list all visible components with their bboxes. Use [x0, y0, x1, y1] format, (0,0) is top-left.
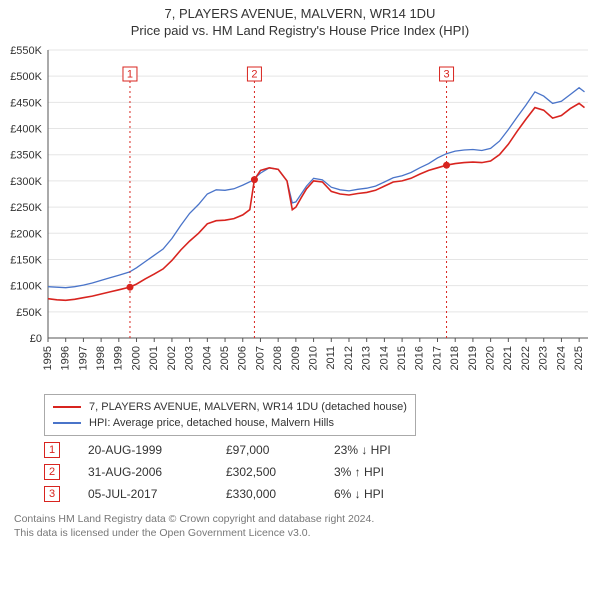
legend-item: HPI: Average price, detached house, Malv…	[53, 415, 407, 431]
svg-text:£550K: £550K	[10, 45, 42, 57]
svg-text:£250K: £250K	[10, 202, 42, 214]
svg-text:2014: 2014	[378, 346, 390, 370]
svg-text:£350K: £350K	[10, 150, 42, 162]
titles: 7, PLAYERS AVENUE, MALVERN, WR14 1DU Pri…	[0, 0, 600, 38]
event-price: £330,000	[226, 487, 306, 501]
event-delta: 3% ↑ HPI	[334, 465, 434, 479]
svg-text:2002: 2002	[166, 346, 178, 370]
svg-text:2006: 2006	[237, 346, 249, 370]
event-price: £302,500	[226, 465, 306, 479]
svg-text:1998: 1998	[95, 346, 107, 370]
svg-text:2001: 2001	[148, 346, 160, 370]
svg-text:1: 1	[127, 68, 133, 80]
event-date: 31-AUG-2006	[88, 465, 198, 479]
svg-text:2020: 2020	[485, 346, 497, 370]
svg-text:2011: 2011	[325, 346, 337, 370]
legend-swatch	[53, 406, 81, 408]
svg-text:£450K: £450K	[10, 97, 42, 109]
legend: 7, PLAYERS AVENUE, MALVERN, WR14 1DU (de…	[44, 394, 416, 436]
footer-line: Contains HM Land Registry data © Crown c…	[14, 512, 588, 526]
svg-text:£100K: £100K	[10, 281, 42, 293]
event-row: 1 20-AUG-1999 £97,000 23% ↓ HPI	[44, 442, 588, 458]
svg-text:1996: 1996	[60, 346, 72, 370]
svg-text:2012: 2012	[343, 346, 355, 370]
chart-subtitle: Price paid vs. HM Land Registry's House …	[0, 23, 600, 38]
event-delta: 6% ↓ HPI	[334, 487, 434, 501]
svg-text:1997: 1997	[77, 346, 89, 370]
svg-text:2004: 2004	[201, 346, 213, 370]
svg-text:2007: 2007	[254, 346, 266, 370]
svg-text:2008: 2008	[272, 346, 284, 370]
svg-text:2018: 2018	[449, 346, 461, 370]
footer: Contains HM Land Registry data © Crown c…	[14, 512, 588, 540]
legend-label: HPI: Average price, detached house, Malv…	[89, 417, 334, 429]
svg-text:2017: 2017	[431, 346, 443, 370]
event-row: 2 31-AUG-2006 £302,500 3% ↑ HPI	[44, 464, 588, 480]
event-delta: 23% ↓ HPI	[334, 443, 434, 457]
svg-text:2021: 2021	[502, 346, 514, 370]
events-table: 1 20-AUG-1999 £97,000 23% ↓ HPI 2 31-AUG…	[44, 442, 588, 502]
svg-text:£0: £0	[30, 333, 42, 345]
event-badge: 3	[44, 486, 60, 502]
line-chart: £0 £50K £100K £150K £200K £250K £300K £350K £400…	[0, 42, 600, 392]
footer-line: This data is licensed under the Open Gov…	[14, 526, 588, 540]
event-badge: 1	[44, 442, 60, 458]
svg-text:2005: 2005	[219, 346, 231, 370]
svg-text:£300K: £300K	[10, 176, 42, 188]
svg-text:£150K: £150K	[10, 254, 42, 266]
legend-item: 7, PLAYERS AVENUE, MALVERN, WR14 1DU (de…	[53, 399, 407, 415]
svg-text:2010: 2010	[307, 346, 319, 370]
event-date: 05-JUL-2017	[88, 487, 198, 501]
svg-text:3: 3	[443, 68, 449, 80]
svg-text:2025: 2025	[573, 346, 585, 370]
svg-text:2016: 2016	[414, 346, 426, 370]
svg-text:2013: 2013	[361, 346, 373, 370]
event-date: 20-AUG-1999	[88, 443, 198, 457]
chart-container: 7, PLAYERS AVENUE, MALVERN, WR14 1DU Pri…	[0, 0, 600, 540]
svg-text:2: 2	[251, 68, 257, 80]
svg-text:2003: 2003	[184, 346, 196, 370]
svg-text:2024: 2024	[555, 346, 567, 370]
chart-title: 7, PLAYERS AVENUE, MALVERN, WR14 1DU	[0, 6, 600, 21]
svg-text:2000: 2000	[130, 346, 142, 370]
svg-text:1999: 1999	[113, 346, 125, 370]
svg-text:2015: 2015	[396, 346, 408, 370]
svg-text:2009: 2009	[290, 346, 302, 370]
svg-text:2019: 2019	[467, 346, 479, 370]
event-price: £97,000	[226, 443, 306, 457]
svg-text:2022: 2022	[520, 346, 532, 370]
svg-text:£500K: £500K	[10, 71, 42, 83]
legend-label: 7, PLAYERS AVENUE, MALVERN, WR14 1DU (de…	[89, 401, 407, 413]
svg-text:£50K: £50K	[16, 307, 42, 319]
svg-text:£200K: £200K	[10, 228, 42, 240]
svg-text:£400K: £400K	[10, 124, 42, 136]
svg-text:1995: 1995	[42, 346, 54, 370]
event-badge: 2	[44, 464, 60, 480]
legend-swatch	[53, 422, 81, 424]
svg-text:2023: 2023	[538, 346, 550, 370]
event-row: 3 05-JUL-2017 £330,000 6% ↓ HPI	[44, 486, 588, 502]
